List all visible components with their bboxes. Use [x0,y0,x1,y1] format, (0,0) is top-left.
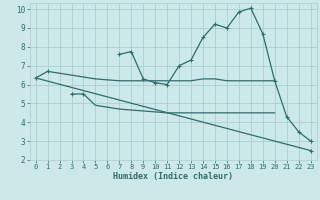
X-axis label: Humidex (Indice chaleur): Humidex (Indice chaleur) [113,172,233,181]
